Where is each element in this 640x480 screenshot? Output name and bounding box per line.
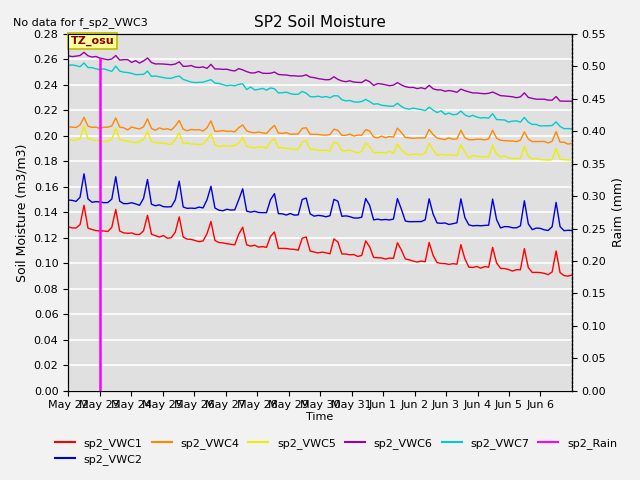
Title: SP2 Soil Moisture: SP2 Soil Moisture <box>254 15 386 30</box>
Text: TZ_osu: TZ_osu <box>70 36 115 47</box>
Y-axis label: Soil Moisture (m3/m3): Soil Moisture (m3/m3) <box>15 143 28 281</box>
Y-axis label: Raim (mm): Raim (mm) <box>612 178 625 247</box>
Legend: sp2_VWC1, sp2_VWC2, sp2_VWC4, sp2_VWC5, sp2_VWC6, sp2_VWC7, sp2_Rain: sp2_VWC1, sp2_VWC2, sp2_VWC4, sp2_VWC5, … <box>51 433 622 469</box>
Text: No data for f_sp2_VWC3: No data for f_sp2_VWC3 <box>13 17 148 28</box>
X-axis label: Time: Time <box>307 412 333 422</box>
